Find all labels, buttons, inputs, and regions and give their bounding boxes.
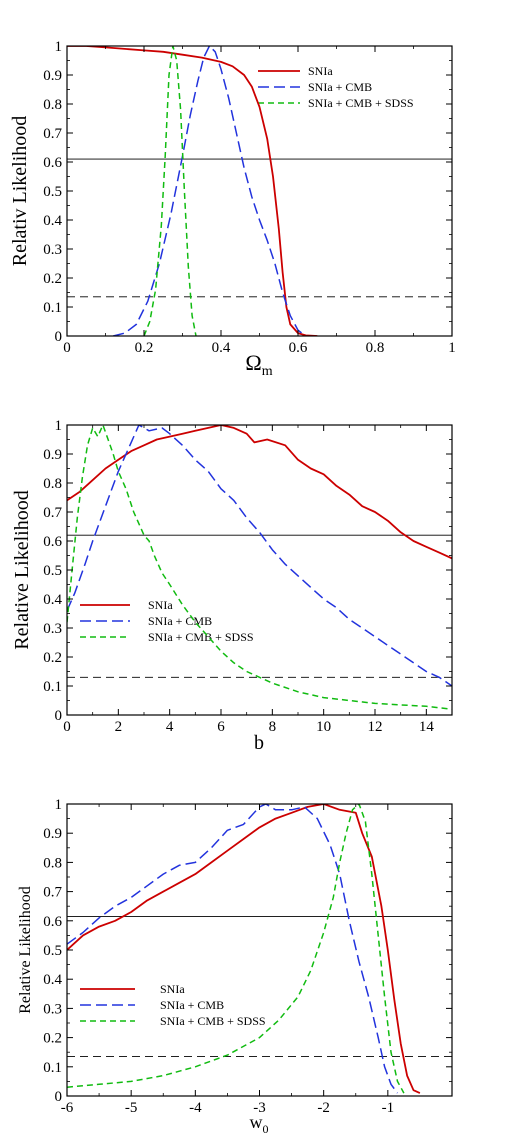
panel-omega-m-y-tick-label: 0 [55,329,63,345]
panel-omega-m-x-tick-label: 0 [63,340,71,356]
panel-omega-m-series-snia [67,46,318,336]
panel-omega-m-y-tick-label: 0.6 [43,155,62,171]
panel-b-legend: SNIa SNIa + CMB SNIa + CMB + SDSS [80,598,254,644]
panel-b-frame [66,424,453,716]
legend-label-snia-cmb: SNIa + CMB [160,998,224,1012]
panel-omega-m-x-label: Ωm [245,350,272,379]
panel-omega-m-x-tick-label: 0.6 [289,340,308,356]
panel-w0-legend: SNIa SNIa + CMB SNIa + CMB + SDSS [80,982,266,1028]
legend-label-snia-cmb-sdss: SNIa + CMB + SDSS [160,1014,266,1028]
panel-b-y-tick-label: 0.2 [43,650,62,666]
panel-b-series-snia [67,425,452,560]
legend-label-snia: SNIa [148,598,173,612]
panel-omega-m-y-tick-label: 1 [55,39,63,55]
panel-omega-m-y-tick-label: 0.7 [43,126,62,142]
panel-b-series-snia-cmb [67,425,452,687]
panel-omega-m-y-tick-label: 0.8 [43,97,62,113]
panel-w0-x-tick-label: -2 [317,1100,330,1116]
panel-w0-x-tick-label: -6 [61,1100,74,1116]
panel-w0-series-snia-cmb [67,804,399,1094]
panel-b-y-tick-label: 0.9 [43,447,62,463]
panel-w0-y-tick-label: 0.1 [43,1060,62,1076]
panel-omega-m-series-snia-cmb [113,46,307,336]
panel-b-y-tick-label: 0.7 [43,505,62,521]
panel-omega-m-y-label: Relativ Likelihood [9,116,31,267]
panel-omega-m-x-tick-label: 0.2 [135,340,154,356]
legend-label-snia-cmb: SNIa + CMB [308,80,372,94]
panel-w0: Relative Likelihood w0 SNIa SNIa + CMB S… [17,797,453,1136]
panel-b-x-tick-label: 14 [419,719,435,735]
panel-w0-x-tick-label: -4 [189,1100,202,1116]
panel-w0-y-tick-label: 0.6 [43,914,62,930]
panel-b-y-tick-label: 0.3 [43,621,62,637]
legend-label-snia-cmb-sdss: SNIa + CMB + SDSS [308,96,414,110]
panel-omega-m-x-label-main: Ω [245,350,261,375]
panel-omega-m-x-tick-label: 0.8 [366,340,385,356]
panel-omega-m-x-tick-label: 1 [448,340,456,356]
panel-b-x-tick-label: 4 [166,719,174,735]
panel-w0-series-snia-cmb-sdss [67,804,405,1094]
panel-b-series-snia-cmb-sdss [67,425,452,710]
panel-w0-x-tick-label: -1 [382,1100,395,1116]
panel-b-y-tick-label: 0.5 [43,563,62,579]
panel-b-y-tick-label: 0.8 [43,476,62,492]
panel-b-y-tick-label: 0.6 [43,534,62,550]
panel-w0-x-label: w0 [250,1112,269,1136]
panel-omega-m-series-snia-cmb-sdss [143,46,197,336]
panel-w0-y-tick-label: 0.5 [43,943,62,959]
panel-omega-m-y-tick-label: 0.2 [43,271,62,287]
panel-b-x-tick-label: 12 [368,719,383,735]
panel-b-y-tick-label: 0.4 [43,592,62,608]
panel-b-x-tick-label: 8 [269,719,277,735]
panel-w0-x-tick-label: -3 [253,1100,266,1116]
panel-b-y-tick-label: 0.1 [43,679,62,695]
panel-omega-m: Relativ Likelihood Ωm SNIa SNIa + CMB SN… [9,39,456,379]
panel-w0-y-tick-label: 0 [55,1089,63,1105]
panel-w0-y-tick-label: 0.2 [43,1031,62,1047]
panel-omega-m-x-label-sub: m [262,364,273,379]
panel-b-x-tick-label: 2 [115,719,123,735]
panel-w0-y-label: Relative Likelihood [17,886,34,1014]
panel-b-y-tick-label: 0 [55,708,63,724]
panel-omega-m-y-tick-label: 0.1 [43,300,62,316]
panel-w0-y-tick-label: 0.4 [43,972,62,988]
legend-label-snia: SNIa [160,982,185,996]
panel-w0-x-label-sub: 0 [263,1122,269,1136]
panel-w0-y-tick-label: 0.3 [43,1001,62,1017]
panel-w0-series-snia [67,804,421,1094]
panel-w0-x-label-main: w [250,1112,263,1132]
panel-omega-m-y-tick-label: 0.4 [43,213,62,229]
panel-w0-y-tick-label: 0.8 [43,855,62,871]
panel-w0-y-tick-label: 1 [55,797,63,813]
legend-label-snia-cmb: SNIa + CMB [148,614,212,628]
panel-b-x-tick-label: 10 [316,719,331,735]
panel-omega-m-y-tick-label: 0.9 [43,68,62,84]
panel-w0-frame [66,803,453,1097]
panel-omega-m-frame [66,45,453,337]
panel-b-x-label: b [254,732,264,754]
panel-w0-x-tick-label: -5 [125,1100,138,1116]
panel-b-x-tick-label: 0 [63,719,71,735]
panel-b-y-label: Relative Likelihood [11,490,33,649]
panel-omega-m-legend: SNIa SNIa + CMB SNIa + CMB + SDSS [258,64,414,110]
panel-omega-m-y-tick-label: 0.5 [43,184,62,200]
panel-omega-m-y-tick-label: 0.3 [43,242,62,258]
panel-omega-m-x-tick-label: 0.4 [212,340,231,356]
panel-b: Relative Likelihood b SNIa SNIa + CMB SN… [11,418,453,754]
legend-label-snia-cmb-sdss: SNIa + CMB + SDSS [148,630,254,644]
legend-label-snia: SNIa [308,64,333,78]
panel-b-y-tick-label: 1 [55,418,63,434]
panel-b-x-tick-label: 6 [217,719,225,735]
panel-w0-y-tick-label: 0.7 [43,885,62,901]
panel-w0-y-tick-label: 0.9 [43,826,62,842]
panel-b-x-label-main: b [254,732,264,754]
